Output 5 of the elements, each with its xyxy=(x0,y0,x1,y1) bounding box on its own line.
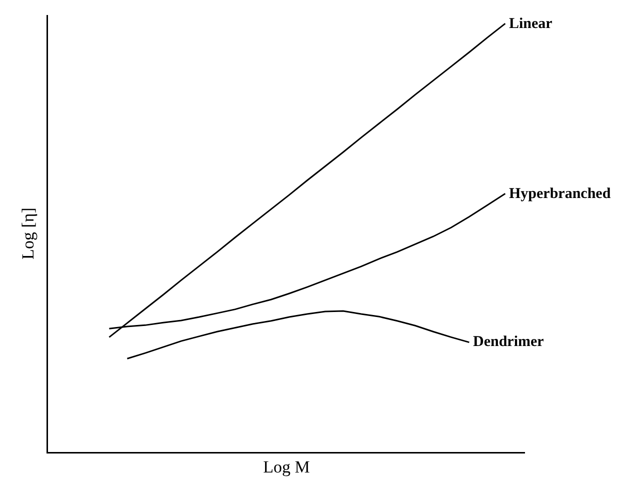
series-label: Linear xyxy=(509,16,553,32)
y-axis-title: Log [η] xyxy=(18,208,38,260)
x-axis-title: Log M xyxy=(263,458,310,477)
series-label: Dendrimer xyxy=(473,334,544,350)
series-label: Hyperbranched xyxy=(509,186,612,202)
